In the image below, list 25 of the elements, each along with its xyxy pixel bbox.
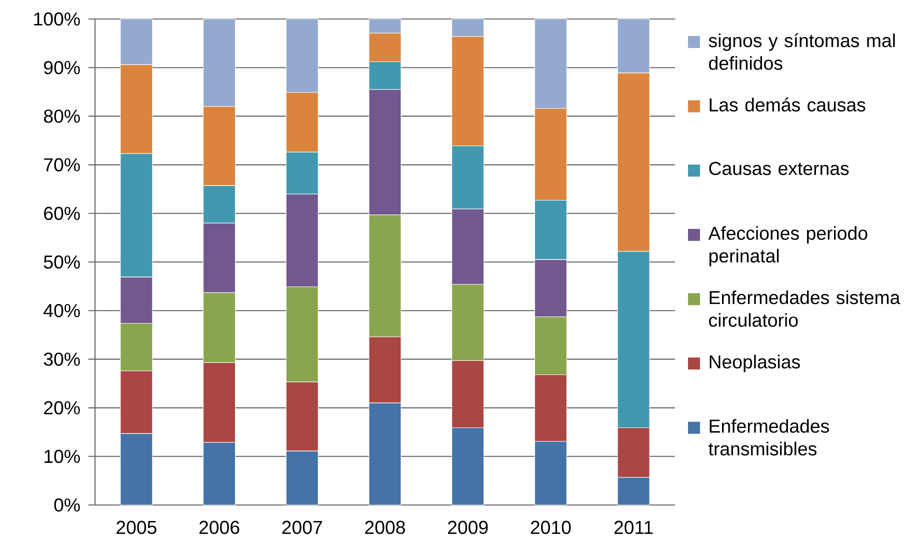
legend-label: Las demás causas — [710, 98, 866, 112]
x-tick-label: 2005 — [116, 520, 156, 534]
y-tick-label: 100% — [34, 12, 80, 26]
y-tick-label: 60% — [44, 206, 80, 220]
y-tick-label: 80% — [44, 110, 80, 123]
legend-label: Enfermedades transmisibles — [708, 419, 829, 456]
y-tick-label: 30% — [44, 352, 80, 366]
legend-label: Neoplasias — [710, 354, 800, 372]
x-tick-label: 2008 — [365, 520, 405, 534]
y-tick-label: 50% — [44, 255, 80, 269]
legend-label: Enfermedades sistema circulatorio — [709, 290, 900, 327]
x-tick-label: 2006 — [199, 520, 240, 534]
y-tick-label: 20% — [44, 401, 80, 414]
y-tick-label: 90% — [44, 60, 80, 74]
x-tick-label: 2007 — [282, 520, 322, 534]
y-tick-label: 10% — [44, 450, 80, 464]
x-tick-label: 2009 — [448, 520, 488, 534]
legend-label: Causas externas — [709, 162, 849, 176]
legend-label: Afecciones periodo perinatal — [708, 226, 868, 266]
y-tick-label: 40% — [44, 304, 80, 318]
legend-label: signos y síntomas mal definidos — [708, 33, 895, 70]
x-tick-label: 2010 — [530, 520, 571, 534]
y-tick-label: 70% — [44, 158, 80, 172]
y-tick-label: 0% — [54, 498, 80, 512]
x-tick-label: 2011 — [614, 520, 653, 534]
